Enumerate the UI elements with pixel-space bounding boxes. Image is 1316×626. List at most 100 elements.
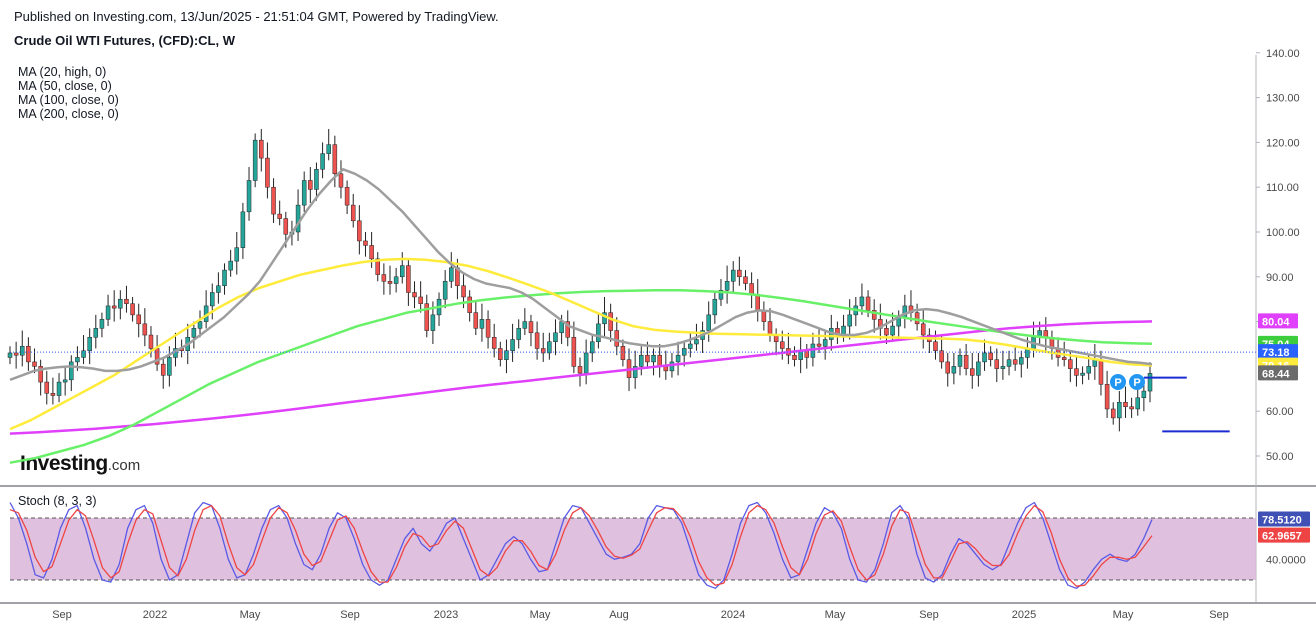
investing-logo: Investing.com [20, 452, 141, 475]
price-tick: 100.00 [1266, 227, 1300, 239]
candle-body [93, 328, 99, 338]
candle-body [822, 339, 828, 347]
candle-body [718, 289, 724, 300]
time-tick: May [240, 609, 261, 621]
candle-body [994, 359, 1000, 369]
price-tick: 50.00 [1266, 451, 1294, 463]
legend-ma20[interactable]: MA (20, high, 0) [18, 65, 107, 79]
publication-note: Published on Investing.com, 13/Jun/2025 … [14, 9, 499, 24]
time-tick: 2024 [721, 609, 745, 621]
candle-body [675, 354, 681, 363]
ma20-line [9, 168, 1153, 381]
candle-body [240, 211, 246, 248]
candle-body [222, 269, 227, 287]
legend-ma100[interactable]: MA (100, close, 0) [18, 93, 119, 107]
price-tag-label: 68.44 [1262, 368, 1290, 380]
candle-body [596, 323, 601, 343]
candle-body [890, 325, 895, 336]
candle-body [847, 314, 852, 327]
candle-body [283, 218, 289, 235]
time-tick: May [825, 609, 846, 621]
candle-body [277, 213, 282, 219]
candle-body [534, 332, 540, 349]
candle-body [522, 321, 528, 329]
candle-body [1086, 366, 1091, 374]
time-tick: May [1113, 609, 1134, 621]
price-tick: 110.00 [1266, 182, 1299, 194]
candle-body [914, 312, 920, 325]
candle-body [571, 337, 577, 367]
candle-body [657, 354, 662, 367]
candle-body [246, 180, 252, 213]
candle-body [608, 312, 613, 331]
candle-body [136, 314, 141, 325]
candle-body [491, 337, 497, 349]
candle-body [577, 366, 583, 374]
candle-body [871, 310, 877, 320]
candle-body [632, 366, 638, 378]
chart-header: Published on Investing.com, 13/Jun/2025 … [14, 9, 499, 48]
candle-body [645, 354, 650, 363]
stoch-d-line [9, 504, 1153, 587]
candle-body [1080, 372, 1085, 376]
candle-body [1061, 357, 1067, 360]
candle-body [332, 144, 338, 175]
candle-body [737, 269, 742, 278]
candle-body [69, 361, 74, 381]
candle-body [688, 343, 693, 349]
candle-body [669, 361, 675, 372]
legend-ma200[interactable]: MA (200, close, 0) [18, 107, 119, 121]
stoch-tag [1258, 511, 1310, 527]
candle-body [350, 204, 356, 222]
candle-body [865, 296, 871, 311]
price-tag [1258, 344, 1298, 360]
candle-body [743, 276, 748, 284]
candle-body [706, 314, 711, 331]
marker-label: P [1114, 377, 1121, 389]
candle-body [38, 366, 43, 383]
candle-body [755, 294, 760, 311]
stoch-legend[interactable]: Stoch (8, 3, 3) [18, 494, 97, 508]
candle-body [816, 343, 822, 347]
candle-body [485, 319, 491, 338]
time-tick: Aug [609, 609, 629, 621]
candle-body [99, 319, 105, 329]
candle-body [780, 341, 785, 349]
candle-body [32, 361, 37, 367]
candle-body [130, 303, 135, 316]
marker-label: P [1133, 377, 1140, 389]
candle-body [694, 339, 699, 345]
candle-body [528, 321, 534, 334]
candle-body [338, 173, 344, 188]
legend-ma50[interactable]: MA (50, close, 0) [18, 79, 112, 93]
time-tick: Sep [52, 609, 72, 621]
stoch-tag [1258, 527, 1310, 543]
time-tick: Sep [1209, 609, 1229, 621]
price-tick: 60.00 [1266, 406, 1294, 418]
candle-body [467, 296, 472, 313]
candle-body [988, 352, 993, 360]
stoch-tag-label: 78.5120 [1262, 515, 1302, 527]
candle-body [1141, 390, 1147, 399]
ma100-line [9, 288, 1153, 464]
price-tick: 130.00 [1266, 93, 1300, 105]
candle-body [62, 379, 68, 383]
candle-body [1123, 401, 1128, 407]
candle-body [1012, 359, 1018, 365]
marker-circle [1129, 374, 1145, 390]
time-tick: Sep [919, 609, 939, 621]
ma50-line [9, 257, 1153, 431]
time-tick: Sep [340, 609, 360, 621]
candle-body [7, 352, 13, 358]
candle-body [1117, 401, 1122, 419]
price-tag [1258, 365, 1298, 381]
candle-body [976, 361, 981, 376]
price-tag-label: 80.04 [1262, 316, 1290, 328]
candle-body [449, 267, 454, 282]
candle-body [859, 296, 865, 307]
candle-body [884, 328, 889, 336]
candle-body [81, 350, 86, 358]
candle-body [13, 352, 19, 356]
time-tick: 2022 [143, 609, 167, 621]
